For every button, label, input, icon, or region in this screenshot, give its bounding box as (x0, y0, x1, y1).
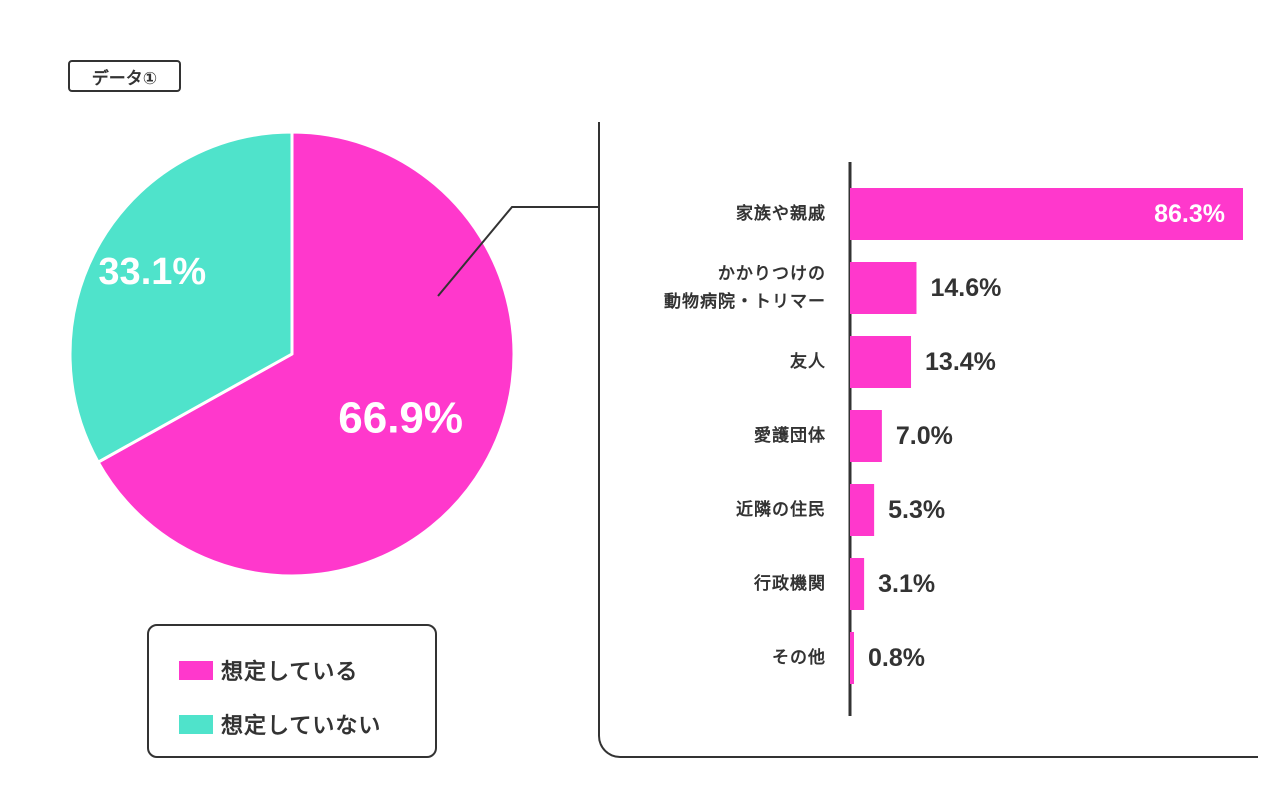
bar-5 (850, 558, 865, 610)
bar-category-label-1-line-0: かかりつけの (718, 264, 826, 284)
bar-3 (850, 410, 882, 462)
bar-value-label-6: 0.8% (868, 644, 925, 672)
legend-label-yes: 想定している (221, 660, 359, 685)
legend-label-no: 想定していない (221, 714, 382, 739)
bar-0 (850, 188, 1243, 240)
legend-item-yes: 想定している (179, 654, 358, 686)
bar-category-label-2: 友人 (790, 351, 826, 372)
bar-1 (850, 262, 917, 314)
bar-value-label-4: 5.3% (888, 496, 945, 524)
bar-value-label-5: 3.1% (878, 570, 935, 598)
bar-category-label-5: 行政機関 (753, 573, 826, 594)
pie-value-label-0: 66.9% (338, 393, 463, 442)
bar-value-label-1: 14.6% (930, 274, 1001, 302)
legend-item-no: 想定していない (179, 708, 381, 740)
bar-6 (850, 632, 854, 684)
data-badge: データ① (68, 60, 181, 92)
bar-4 (850, 484, 875, 536)
legend-swatch-yes (179, 660, 213, 680)
bar-value-label-2: 13.4% (925, 348, 996, 376)
legend-swatch-no (179, 714, 213, 734)
breakdown-bracket (598, 122, 1258, 758)
bar-category-label-0: 家族や親戚 (736, 203, 826, 224)
bar-value-label-0: 86.3% (1154, 200, 1225, 228)
bar-value-label-3: 7.0% (896, 422, 953, 450)
pie-value-label-1: 33.1% (98, 251, 206, 293)
pie-slice-1 (68, 130, 294, 464)
connector-line (437, 206, 598, 297)
bar-category-label-6: その他 (772, 647, 826, 668)
bar-category-label-4: 近隣の住民 (736, 499, 826, 520)
bar-2 (850, 336, 912, 388)
legend: 想定している 想定していない (147, 624, 437, 758)
bar-category-label-3: 愛護団体 (754, 425, 826, 446)
bar-category-label-1-line-1: 動物病院・トリマー (664, 291, 826, 312)
pie-chart: 66.9% 33.1% (68, 130, 516, 578)
pie-slice-0 (96, 130, 516, 578)
